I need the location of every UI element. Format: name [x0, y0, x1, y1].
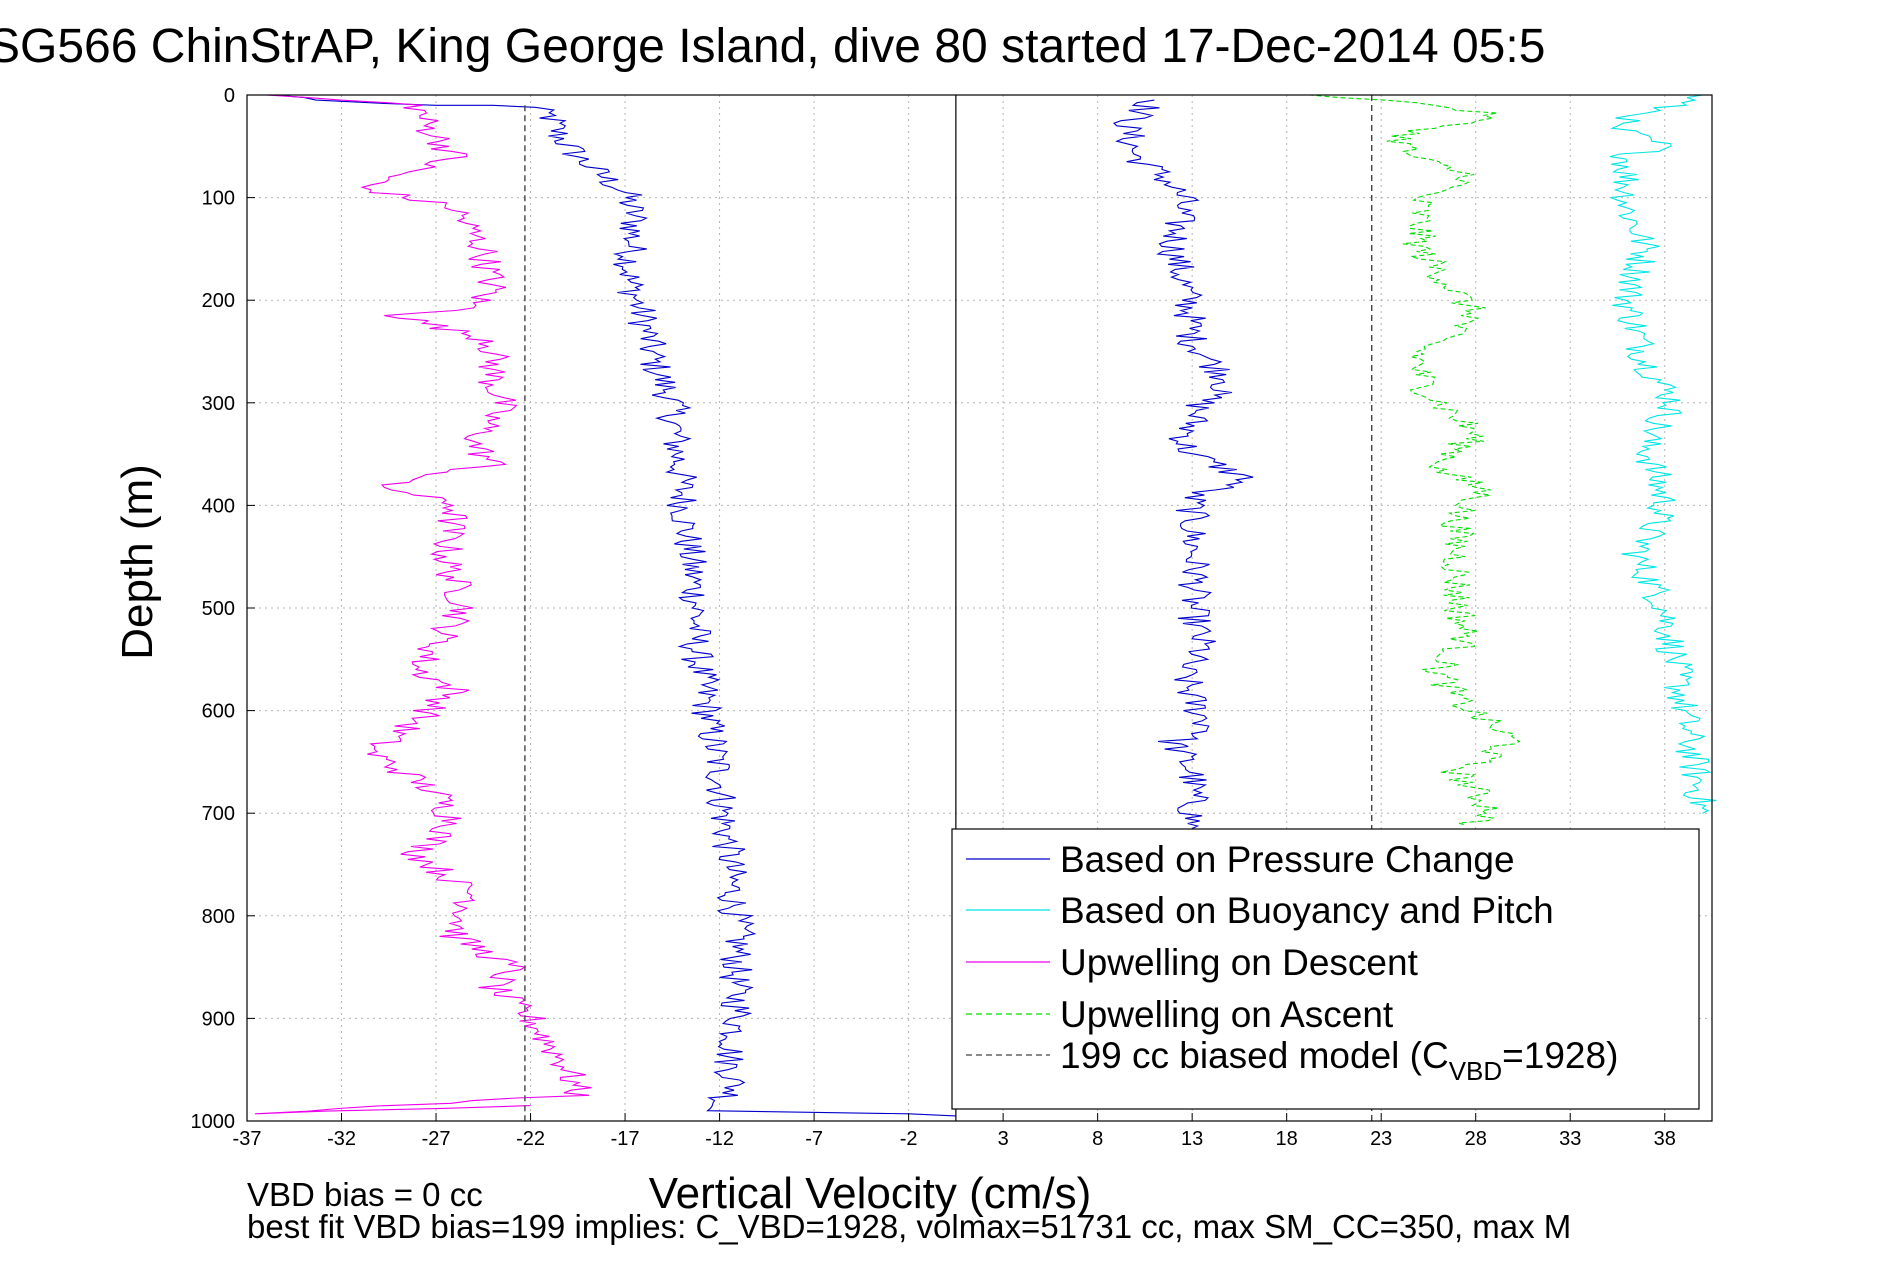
y-tick-label-3: 300 — [202, 393, 235, 415]
series-line-0-1 — [1112, 99, 1254, 830]
legend-box — [951, 828, 1700, 1110]
series-upwelling-on-ascent — [908, 94, 1521, 827]
x-tick-label-9: 8 — [1092, 1128, 1103, 1150]
y-axis-ticks: 0 100 200 300 400 500 600 700 800 900 1000 — [191, 85, 255, 1133]
y-tick-label-0: 0 — [224, 85, 235, 107]
x-tick-label-11: 18 — [1276, 1128, 1298, 1150]
x-tick-label-10: 13 — [1181, 1128, 1203, 1150]
series-based-on-buoyancy-and-pitch — [1609, 94, 1717, 814]
y-tick-label-6: 600 — [202, 701, 235, 723]
x-tick-label-1: -32 — [327, 1128, 356, 1150]
y-tick-label-7: 700 — [202, 803, 235, 825]
series-line-2-0 — [254, 94, 592, 1115]
x-axis-label: Vertical Velocity (cm/s) — [649, 1169, 1092, 1218]
x-tick-label-14: 33 — [1559, 1128, 1581, 1150]
series-line-0-0 — [275, 94, 956, 1117]
y-tick-label-4: 400 — [202, 495, 235, 517]
y-tick-label-1: 100 — [202, 188, 235, 210]
x-tick-label-4: -17 — [611, 1128, 640, 1150]
x-tick-label-0: -37 — [233, 1128, 262, 1150]
x-tick-label-8: 3 — [998, 1128, 1009, 1150]
y-tick-label-5: 500 — [202, 598, 235, 620]
chart-title: SG566 ChinStrAP, King George Island, div… — [0, 20, 1545, 73]
series-based-on-pressure-change — [275, 94, 1254, 1117]
chart-legend: Based on Pressure Change Based on Buoyanc… — [951, 828, 1700, 1110]
best-fit-note: best fit VBD bias=199 implies: C_VBD=192… — [247, 1208, 1571, 1245]
legend-label-2: Upwelling on Descent — [1060, 942, 1419, 983]
series-line-1-0 — [1609, 94, 1717, 814]
legend-label-3: Upwelling on Ascent — [1060, 994, 1394, 1035]
legend-label-4: 199 cc biased model (CVBD=1928) — [1060, 1035, 1618, 1086]
series-upwelling-on-descent — [254, 94, 592, 1115]
x-tick-label-2: -27 — [422, 1128, 451, 1150]
y-tick-label-2: 200 — [202, 290, 235, 312]
x-tick-label-12: 23 — [1370, 1128, 1392, 1150]
legend-label-0: Based on Pressure Change — [1060, 839, 1515, 880]
y-tick-label-10: 1000 — [191, 1111, 236, 1133]
legend-label-1: Based on Buoyancy and Pitch — [1060, 890, 1554, 931]
x-tick-label-15: 38 — [1654, 1128, 1676, 1150]
y-tick-label-9: 900 — [202, 1008, 235, 1030]
x-tick-label-7: -2 — [900, 1128, 918, 1150]
x-tick-label-13: 28 — [1465, 1128, 1487, 1150]
x-tick-label-6: -7 — [805, 1128, 823, 1150]
vbd-bias-note: VBD bias = 0 cc — [247, 1176, 483, 1213]
y-tick-label-8: 800 — [202, 906, 235, 928]
series-line-3-0 — [908, 94, 1521, 827]
y-axis-label: Depth (m) — [113, 464, 162, 660]
x-tick-label-5: -12 — [705, 1128, 734, 1150]
x-axis-ticks: -37 -32 -27 -22 -17 -12 -7 -2 3 8 13 18 23 28 33 38 — [233, 1113, 1676, 1150]
x-tick-label-3: -22 — [516, 1128, 545, 1150]
